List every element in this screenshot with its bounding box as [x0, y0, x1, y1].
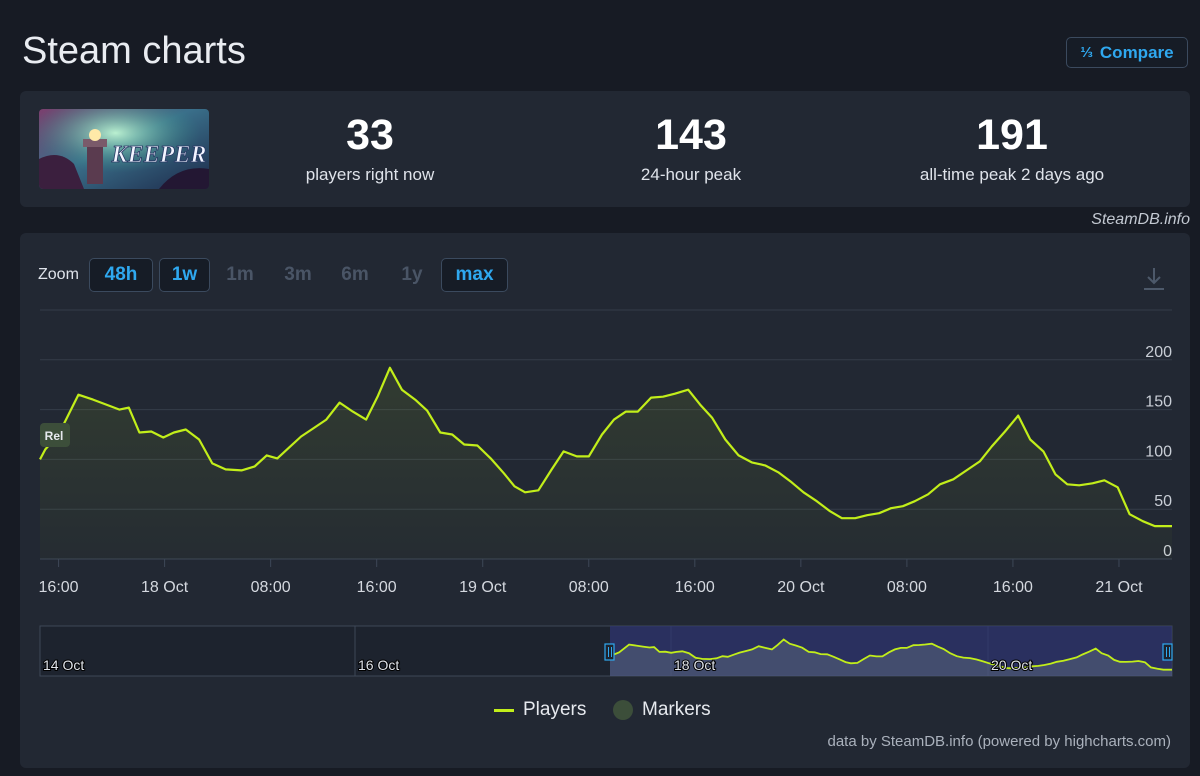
zoom-1y-button[interactable]: 1y	[401, 264, 423, 285]
y-tick-label: 200	[1145, 344, 1172, 361]
handle-box	[1162, 643, 1173, 661]
x-tick-label: 16:00	[675, 579, 715, 596]
zoom-max-button[interactable]: max	[441, 258, 508, 292]
legend-dot-swatch	[613, 700, 633, 720]
players-area	[40, 367, 1172, 559]
current-players-value: 33	[346, 111, 394, 159]
all-time-peak-value: 191	[976, 111, 1048, 159]
legend-markers-label: Markers	[642, 699, 711, 720]
compare-label: Compare	[1099, 42, 1174, 62]
stat-24h-peak: 143 24-hour peak	[541, 109, 841, 185]
navigator-handle	[1162, 643, 1173, 661]
x-tick-label: 08:00	[569, 579, 609, 596]
navigator-line	[609, 638, 1172, 671]
navigator-date-label: 14 Oct	[43, 657, 84, 673]
x-tick-label: 08:00	[887, 579, 927, 596]
navigator-date-label: 20 Oct	[991, 657, 1032, 673]
x-tick-label: 21 Oct	[1095, 579, 1143, 596]
legend-players[interactable]: Players	[494, 699, 586, 721]
navigator-date-label: 18 Oct	[674, 657, 715, 673]
y-tick-label: 100	[1145, 443, 1172, 460]
all-time-peak-label: all-time peak 2 days ago	[919, 165, 1105, 184]
marker-label: Rel	[45, 429, 64, 443]
x-tick-label: 08:00	[251, 579, 291, 596]
navigator-date-label: 16 Oct	[358, 657, 399, 673]
x-tick-label: 20 Oct	[777, 579, 825, 596]
zoom-label: Zoom	[38, 266, 79, 283]
stats-card: KEEPER 33 players right now 143 24-hour …	[20, 91, 1190, 207]
download-icon[interactable]	[1140, 265, 1168, 293]
handle-box	[604, 643, 615, 661]
marker-box	[40, 423, 70, 447]
navigator-handle	[604, 643, 615, 661]
zoom-3m-button[interactable]: 3m	[284, 264, 312, 285]
peak-24h-label: 24-hour peak	[640, 165, 742, 184]
legend-players-label: Players	[523, 699, 587, 720]
game-logo: KEEPER	[111, 142, 207, 168]
zoom-1m-button[interactable]: 1m	[226, 264, 254, 285]
y-tick-label: 150	[1145, 394, 1172, 411]
players-line	[39, 366, 1172, 528]
x-tick-label: 18 Oct	[141, 579, 189, 596]
compare-button[interactable]: ⅓ Compare	[1066, 37, 1188, 68]
zoom-1w-button[interactable]: 1w	[159, 258, 210, 292]
page-title: Steam charts	[22, 30, 246, 72]
x-tick-label: 16:00	[39, 579, 79, 596]
game-art: KEEPER	[39, 109, 209, 189]
stat-current-players: 33 players right now	[220, 109, 520, 185]
chart-card: Zoom 48h 1w 1m 3m 6m 1y max 050100150200…	[20, 233, 1190, 768]
x-tick-label: 16:00	[993, 579, 1033, 596]
current-players-label: players right now	[305, 165, 435, 184]
release-marker: Rel	[40, 423, 70, 447]
stat-all-time-peak: 191 all-time peak 2 days ago	[862, 109, 1162, 185]
x-tick-label: 16:00	[357, 579, 397, 596]
legend-markers[interactable]: Markers	[613, 699, 711, 721]
fraction-icon: ⅓	[1080, 44, 1093, 61]
source-label: SteamDB.info	[1091, 211, 1190, 228]
y-tick-label: 50	[1154, 493, 1172, 510]
legend-line-swatch	[494, 708, 514, 712]
zoom-6m-button[interactable]: 6m	[341, 264, 369, 285]
zoom-48h-button[interactable]: 48h	[89, 258, 153, 292]
peak-24h-value: 143	[655, 111, 727, 159]
x-tick-label: 19 Oct	[459, 579, 507, 596]
game-thumbnail[interactable]: KEEPER	[39, 109, 209, 189]
chart-credits[interactable]: data by SteamDB.info (powered by highcha…	[827, 733, 1172, 750]
